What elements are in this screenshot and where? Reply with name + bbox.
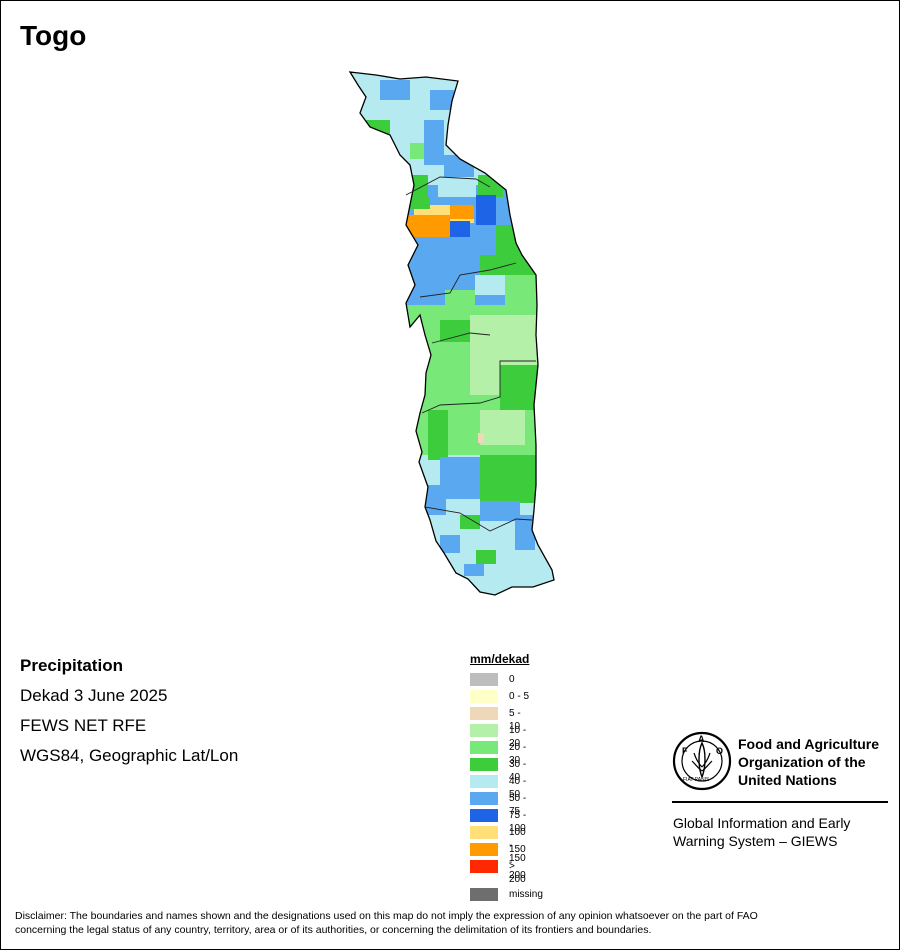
map-block [475,275,505,295]
map-block [478,433,484,443]
map-block [440,457,480,499]
giews-name: Global Information and Early Warning Sys… [673,814,850,850]
legend-item: 30 - 40 [470,755,529,783]
map-block [464,564,484,576]
legend-swatch [470,826,498,839]
legend-swatch [470,860,498,873]
legend-item: 10 - 20 [470,721,529,749]
legend-item: 75 - 100 [470,806,529,834]
svg-text:FIAT PANIS: FIAT PANIS [683,777,710,783]
fao-name: Food and Agriculture Organization of the… [738,735,879,789]
giews-line-1: Global Information and Early [673,815,851,831]
map-block [430,90,454,110]
legend-label: missing [509,889,543,900]
map-block [380,80,410,100]
legend-swatch [470,775,498,788]
map-block [480,501,520,521]
map-block [450,205,474,219]
map-block [476,550,496,564]
svg-text:O: O [716,746,723,756]
legend-item: 5 - 10 [470,704,529,732]
map-block [478,175,503,197]
map-block [496,225,526,255]
legend-label: 75 - 100 [509,810,527,834]
map-block [476,195,496,225]
legend-label: > 200 [509,861,526,885]
legend-swatch [470,758,498,771]
map-block [440,535,460,553]
legend-label: 30 - 40 [509,759,527,783]
legend-item: missing [470,885,543,902]
map-block [480,455,538,503]
legend-swatch [470,724,498,737]
fao-line-2: Organization of the [738,754,866,770]
map-block [406,215,450,237]
legend-item: 40 - 50 [470,772,529,800]
legend-swatch [470,707,498,720]
map-block [424,120,444,165]
legend-item: 50 - 75 [470,789,529,817]
disclaimer-line-1: Disclaimer: The boundaries and names sho… [15,910,758,922]
map-title: Togo [20,20,87,51]
legend-item: 0 - 5 [470,687,529,704]
map-block [435,377,460,397]
legend-label: 20 - 30 [509,742,527,766]
legend-item: 150 - 200 [470,840,529,881]
map-block [410,143,424,159]
map-block [410,197,430,209]
info-source: FEWS NET RFE [20,716,147,735]
map-block [408,175,428,200]
legend-swatch [470,673,498,686]
map-info: Precipitation Dekad 3 June 2025 FEWS NET… [20,657,238,777]
legend-label: 50 - 75 [509,793,527,817]
legend-title: mm/dekad [470,652,530,666]
legend-item: 0 [470,670,529,687]
map-block [500,365,538,410]
legend-swatch [470,792,498,805]
map-block [440,320,470,342]
legend-swatch [470,690,498,703]
map-block [470,315,538,370]
legend-label: 150 - 200 [509,844,526,881]
legend-label: 0 - 5 [509,691,530,702]
precipitation-map [349,71,555,596]
fao-logo-icon: F A O FIAT PANIS [672,731,732,791]
legend-swatch [470,843,498,856]
legend-item: 100 - 150 [470,823,529,864]
map-block [460,515,480,529]
info-period: Dekad 3 June 2025 [20,686,168,705]
fao-line-3: United Nations [738,772,837,788]
region-boundaries [405,176,536,532]
legend-swatch [470,741,498,754]
info-projection: WGS84, Geographic Lat/Lon [20,746,239,765]
legend-swatch [470,888,498,901]
svg-text:F: F [682,746,688,756]
info-heading: Precipitation [20,656,123,675]
legend-label: 100 - 150 [509,827,526,864]
legend-label: 5 - 10 [509,708,521,732]
disclaimer: Disclaimer: The boundaries and names sho… [15,909,890,937]
legend-label: 0 [509,674,515,685]
legend-label: 40 - 50 [509,776,527,800]
map-block [470,370,500,395]
map-block [505,275,540,315]
map-block [480,410,525,445]
fao-line-1: Food and Agriculture [738,736,880,752]
svg-text:A: A [698,734,705,744]
giews-line-2: Warning System – GIEWS [673,833,838,849]
legend-swatch [470,809,498,822]
legend-item: > 200 [470,857,529,885]
disclaimer-line-2: concerning the legal status of any count… [15,924,652,936]
map-block [426,485,446,515]
map-block [450,221,470,237]
map-block [438,177,476,197]
map-block [515,515,535,550]
map-block [445,290,475,318]
map-block [428,410,448,460]
logo-divider [672,801,888,803]
legend-item: 20 - 30 [470,738,529,766]
legend-label: 10 - 20 [509,725,527,749]
legend: mm/dekad 0 0 - 5 5 - 10 10 - 20 20 - 30 30 - … [470,652,543,902]
legend-items: 0 0 - 5 5 - 10 10 - 20 20 - 30 30 - 40 40 - 50… [470,670,543,902]
